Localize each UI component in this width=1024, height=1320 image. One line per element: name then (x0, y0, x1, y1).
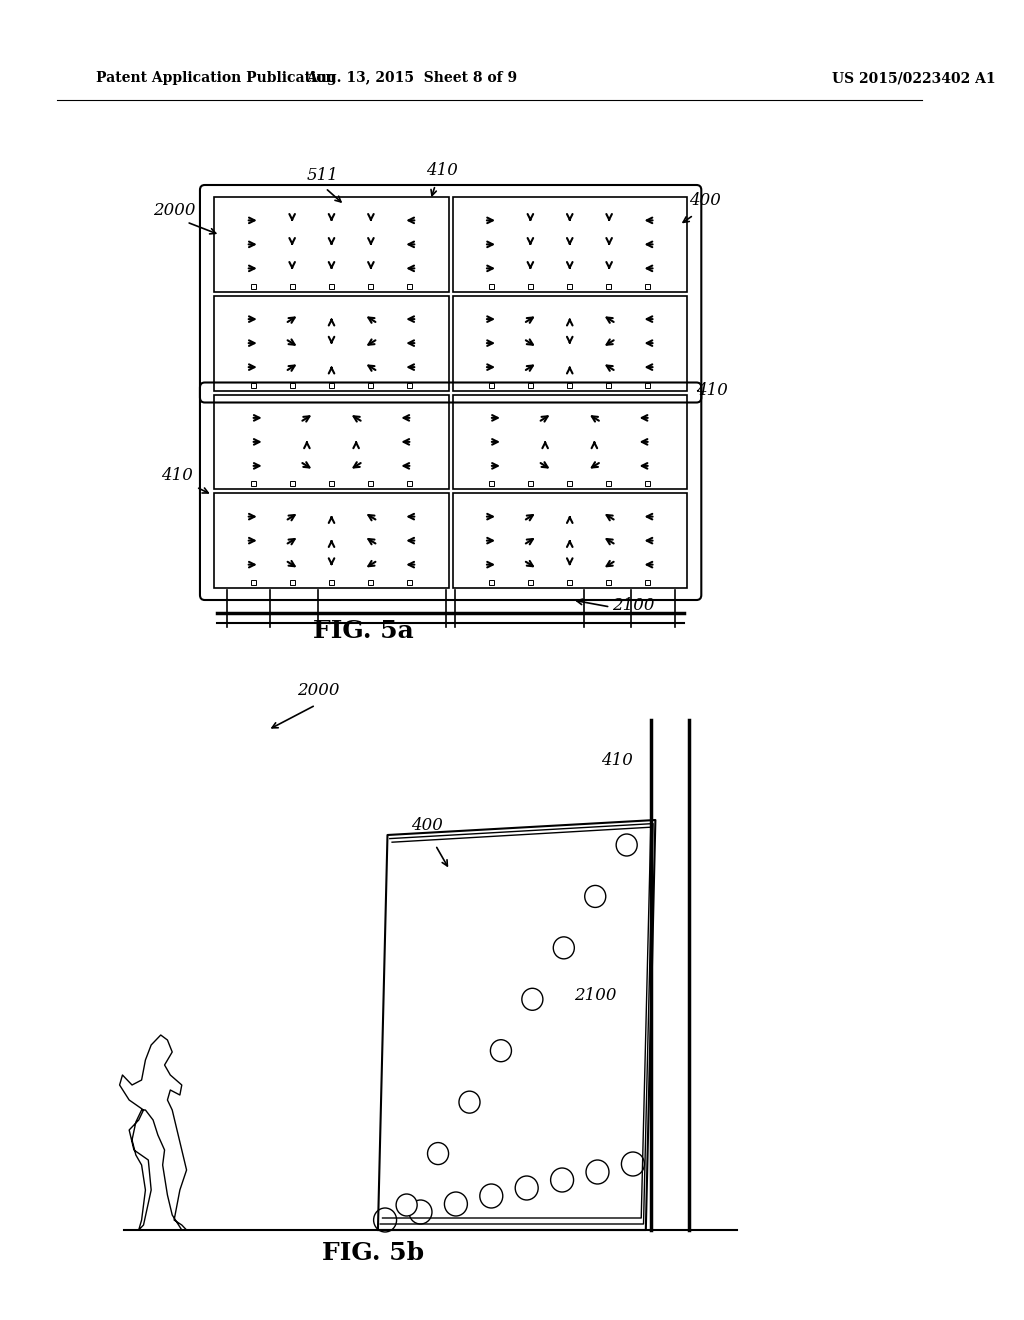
Circle shape (585, 886, 606, 907)
Bar (528, 383, 534, 388)
Bar (408, 284, 412, 289)
Bar (567, 579, 572, 585)
Text: US 2015/0223402 A1: US 2015/0223402 A1 (833, 71, 996, 84)
Bar (251, 579, 256, 585)
Bar (453, 296, 687, 391)
Text: 2100: 2100 (574, 987, 616, 1005)
Bar (214, 197, 449, 292)
Bar (567, 482, 572, 486)
Circle shape (459, 1092, 480, 1113)
Circle shape (396, 1195, 417, 1216)
Text: 410: 410 (426, 162, 458, 180)
Bar (290, 579, 295, 585)
Circle shape (616, 834, 637, 855)
Bar (214, 395, 449, 490)
Bar (251, 482, 256, 486)
Circle shape (622, 1152, 644, 1176)
Circle shape (480, 1184, 503, 1208)
Circle shape (428, 1143, 449, 1164)
Bar (369, 284, 373, 289)
Circle shape (515, 1176, 539, 1200)
Bar (408, 579, 412, 585)
Bar (369, 482, 373, 486)
Text: 410: 410 (696, 381, 728, 399)
Bar (453, 197, 687, 292)
Bar (329, 284, 334, 289)
Bar (290, 383, 295, 388)
Circle shape (586, 1160, 609, 1184)
Text: 2100: 2100 (612, 597, 654, 614)
Circle shape (409, 1200, 432, 1224)
Bar (489, 482, 494, 486)
Bar (408, 383, 412, 388)
Text: 400: 400 (412, 817, 443, 834)
Bar (489, 579, 494, 585)
Bar (528, 579, 534, 585)
Circle shape (551, 1168, 573, 1192)
Circle shape (444, 1192, 467, 1216)
Circle shape (374, 1208, 396, 1232)
Text: Patent Application Publication: Patent Application Publication (95, 71, 335, 84)
Text: 410: 410 (161, 467, 193, 484)
Circle shape (553, 937, 574, 958)
Bar (251, 284, 256, 289)
Text: 2000: 2000 (153, 202, 196, 219)
Bar (567, 284, 572, 289)
Bar (645, 482, 650, 486)
Bar (408, 482, 412, 486)
Bar (489, 284, 494, 289)
Bar (329, 482, 334, 486)
Bar (214, 494, 449, 587)
Bar (606, 482, 611, 486)
Bar (290, 482, 295, 486)
Bar (567, 383, 572, 388)
Bar (606, 383, 611, 388)
Bar (606, 579, 611, 585)
Bar (251, 383, 256, 388)
Text: Aug. 13, 2015  Sheet 8 of 9: Aug. 13, 2015 Sheet 8 of 9 (306, 71, 517, 84)
Bar (369, 579, 373, 585)
Bar (528, 482, 534, 486)
Polygon shape (120, 1035, 186, 1230)
Text: 2000: 2000 (297, 682, 339, 700)
Bar (214, 296, 449, 391)
Bar (329, 579, 334, 585)
Bar (453, 494, 687, 587)
Circle shape (490, 1040, 511, 1061)
Bar (645, 383, 650, 388)
Text: 511: 511 (306, 168, 338, 183)
Bar (489, 383, 494, 388)
Bar (329, 383, 334, 388)
Text: 400: 400 (689, 191, 721, 209)
Text: 410: 410 (601, 752, 633, 770)
Text: FIG. 5a: FIG. 5a (313, 619, 414, 643)
Bar (645, 284, 650, 289)
Bar (645, 579, 650, 585)
Bar (290, 284, 295, 289)
Bar (528, 284, 534, 289)
Bar (369, 383, 373, 388)
Bar (453, 395, 687, 490)
Circle shape (522, 989, 543, 1010)
Text: FIG. 5b: FIG. 5b (323, 1241, 424, 1265)
Bar (606, 284, 611, 289)
